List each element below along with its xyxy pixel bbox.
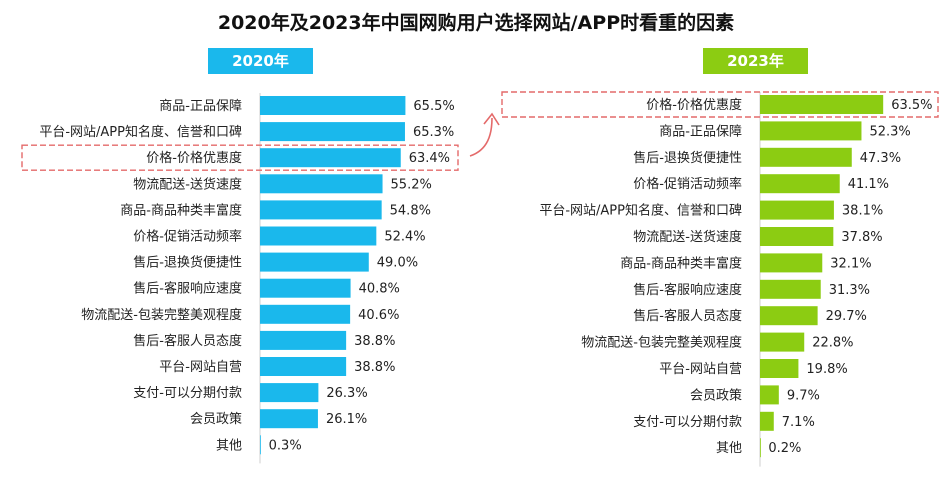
bar — [760, 411, 774, 431]
value-label: 41.1% — [848, 177, 889, 192]
value-label: 26.3% — [326, 386, 367, 401]
bar — [260, 278, 351, 298]
value-label: 63.4% — [409, 151, 450, 166]
category-label: 物流配送-包装完整美观程度 — [81, 307, 242, 323]
highlight-box — [501, 91, 939, 118]
category-label: 售后-客服人员态度 — [133, 333, 242, 349]
highlight-arrow-head — [483, 112, 500, 126]
bar — [260, 174, 383, 194]
bar — [760, 121, 862, 141]
category-label: 售后-客服响应速度 — [133, 281, 242, 297]
value-label: 38.8% — [354, 334, 395, 349]
value-label: 40.8% — [359, 282, 400, 297]
value-label: 38.8% — [354, 360, 395, 375]
bar — [260, 200, 382, 220]
value-label: 0.2% — [768, 441, 801, 456]
category-label: 价格-促销活动频率 — [633, 176, 742, 192]
value-label: 65.3% — [413, 125, 454, 140]
value-label: 65.5% — [413, 99, 454, 114]
bar — [760, 279, 821, 299]
value-label: 26.1% — [326, 412, 367, 427]
bar — [260, 304, 351, 324]
bar — [260, 148, 401, 168]
value-label: 40.6% — [358, 308, 399, 323]
value-label: 29.7% — [826, 309, 867, 324]
category-label: 支付-可以分期付款 — [133, 386, 242, 401]
value-label: 0.3% — [269, 438, 302, 453]
value-label: 7.1% — [782, 415, 815, 430]
category-label: 支付-可以分期付款 — [633, 415, 742, 430]
bar — [760, 227, 834, 246]
category-label: 会员政策 — [690, 387, 742, 403]
value-label: 38.1% — [842, 204, 883, 219]
category-label: 物流配送-送货速度 — [633, 229, 742, 245]
value-label: 63.5% — [891, 98, 932, 113]
category-label: 售后-退换货便捷性 — [133, 255, 242, 271]
year-badge-2023: 2023年 — [703, 48, 808, 74]
category-label: 售后-客服人员态度 — [633, 308, 742, 324]
category-label: 会员政策 — [190, 411, 242, 427]
category-label: 价格-价格优惠度 — [646, 97, 742, 113]
bar — [760, 359, 799, 378]
bar — [760, 385, 779, 405]
category-label: 商品-商品种类丰富度 — [620, 255, 742, 271]
bar — [260, 252, 369, 272]
category-label: 平台-网站/APP知名度、信誉和口碑 — [39, 124, 242, 140]
bar — [760, 306, 818, 326]
bar — [260, 435, 261, 455]
highlight-box — [21, 144, 459, 171]
value-label: 19.8% — [806, 362, 847, 377]
bar — [760, 332, 805, 352]
value-label: 31.3% — [829, 283, 870, 298]
bar — [260, 409, 318, 429]
value-label: 55.2% — [391, 177, 432, 192]
bar — [260, 357, 347, 376]
category-label: 价格-价格优惠度 — [146, 150, 242, 166]
value-label: 9.7% — [787, 388, 820, 403]
bar — [760, 438, 761, 458]
value-label: 22.8% — [812, 336, 853, 351]
bar — [760, 174, 840, 194]
category-label: 其他 — [716, 441, 742, 456]
bar — [260, 96, 406, 115]
category-label: 平台-网站自营 — [159, 360, 242, 375]
category-label: 售后-客服响应速度 — [633, 282, 742, 298]
category-label: 平台-网站自营 — [659, 362, 742, 377]
bar — [260, 122, 405, 142]
category-label: 物流配送-包装完整美观程度 — [581, 335, 742, 351]
value-label: 37.8% — [841, 230, 882, 245]
category-label: 商品-正品保障 — [659, 124, 742, 139]
category-label: 售后-退换货便捷性 — [633, 150, 742, 166]
bar — [760, 253, 823, 273]
category-label: 价格-促销活动频率 — [133, 229, 242, 245]
category-label: 平台-网站/APP知名度、信誉和口碑 — [539, 203, 742, 219]
year-badge-2020: 2020年 — [208, 48, 313, 74]
value-label: 52.3% — [869, 124, 910, 139]
bar — [260, 226, 377, 246]
value-label: 54.8% — [390, 203, 431, 218]
bar — [760, 200, 834, 220]
category-label: 商品-商品种类丰富度 — [120, 202, 242, 218]
category-label: 商品-正品保障 — [159, 99, 242, 114]
bar — [760, 147, 852, 167]
bar — [760, 95, 884, 114]
bar — [260, 330, 347, 350]
value-label: 52.4% — [384, 230, 425, 245]
category-label: 其他 — [216, 438, 242, 453]
highlight-arrow — [469, 117, 493, 157]
category-label: 物流配送-送货速度 — [133, 176, 242, 192]
value-label: 49.0% — [377, 256, 418, 271]
value-label: 32.1% — [830, 256, 871, 271]
value-label: 47.3% — [860, 151, 901, 166]
chart-title: 2020年及2023年中国网购用户选择网站/APP时看重的因素 — [217, 12, 735, 34]
bar — [260, 383, 319, 403]
